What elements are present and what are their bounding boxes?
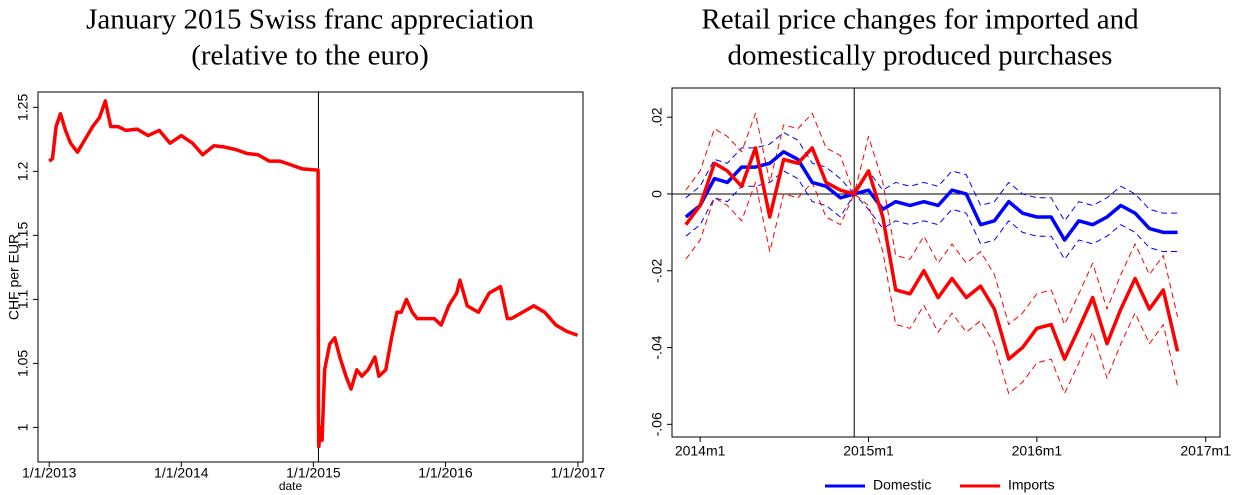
ci-line — [685, 170, 1178, 260]
y-tick-label: 1.25 — [15, 94, 31, 121]
y-tick-label: .02 — [649, 107, 665, 127]
chart-title: domestically produced purchases — [728, 40, 1113, 72]
series-line — [684, 146, 1180, 361]
y-axis-label: CHF per EUR — [6, 234, 22, 320]
chart-title: January 2015 Swiss franc appreciation — [86, 4, 534, 36]
y-tick-label: -.06 — [649, 412, 665, 436]
ci-line — [685, 112, 1179, 326]
x-axis-label: date — [279, 479, 303, 493]
ci-line — [685, 181, 1179, 395]
series-line — [48, 99, 579, 449]
x-tick-label: 2014m1 — [675, 443, 726, 459]
y-tick-label: 0 — [649, 190, 665, 198]
x-tick-label: 1/1/2017 — [551, 465, 606, 481]
y-tick-label: 1.05 — [15, 350, 31, 377]
x-tick-label: 1/1/2016 — [418, 465, 473, 481]
x-tick-label: 1/1/2013 — [22, 465, 77, 481]
x-tick-label: 2017m1 — [1180, 443, 1231, 459]
ci-line — [685, 132, 1178, 222]
x-tick-label: 2016m1 — [1012, 443, 1063, 459]
y-tick-label: 1.15 — [15, 222, 31, 249]
y-tick-label: 1.2 — [15, 161, 31, 181]
plot-frame — [37, 91, 584, 463]
legend-label: Domestic — [873, 477, 931, 493]
series-line — [684, 149, 1178, 242]
y-tick-label: 1 — [15, 423, 31, 431]
chart-title: Retail price changes for imported and — [701, 4, 1139, 36]
plot-frame — [671, 87, 1221, 438]
x-tick-label: 1/1/2014 — [154, 465, 209, 481]
y-tick-label: -.04 — [649, 335, 665, 359]
x-tick-label: 1/1/2015 — [286, 465, 341, 481]
x-tick-label: 2015m1 — [843, 443, 894, 459]
chart-title: (relative to the euro) — [191, 40, 429, 72]
legend-label: Imports — [1008, 477, 1055, 493]
y-tick-label: -.02 — [649, 258, 665, 282]
y-tick-label: 1.1 — [15, 289, 31, 309]
